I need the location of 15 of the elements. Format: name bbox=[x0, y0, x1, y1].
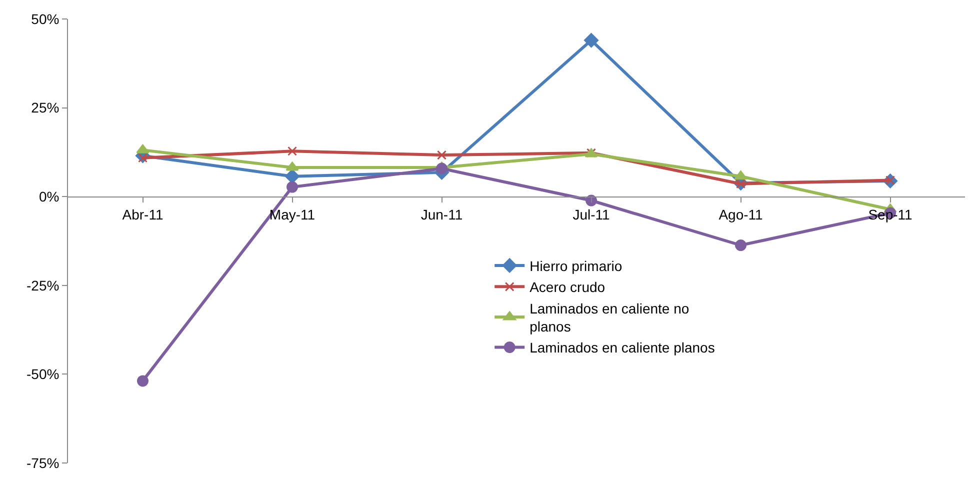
y-tick-label: -25% bbox=[26, 277, 60, 294]
y-tick-label: 50% bbox=[31, 10, 60, 27]
y-tick-label: 0% bbox=[38, 188, 60, 204]
x-tick-label: Jul-11 bbox=[572, 206, 610, 222]
legend-label: Laminados en caliente no planos bbox=[530, 300, 690, 335]
y-tick-label: 25% bbox=[31, 100, 60, 116]
legend-label: Laminados en caliente planos bbox=[530, 340, 715, 356]
y-tick-label: -50% bbox=[26, 366, 60, 382]
x-tick-label: Ago-11 bbox=[718, 206, 764, 222]
y-tick-label: -75% bbox=[26, 454, 60, 471]
x-tick-label: Abr-11 bbox=[122, 206, 164, 222]
legend-label: Acero crudo bbox=[530, 279, 606, 296]
x-tick-label: May-11 bbox=[269, 206, 316, 222]
legend-label: Hierro primario bbox=[530, 258, 622, 274]
x-tick-label: Jun-11 bbox=[420, 206, 463, 222]
